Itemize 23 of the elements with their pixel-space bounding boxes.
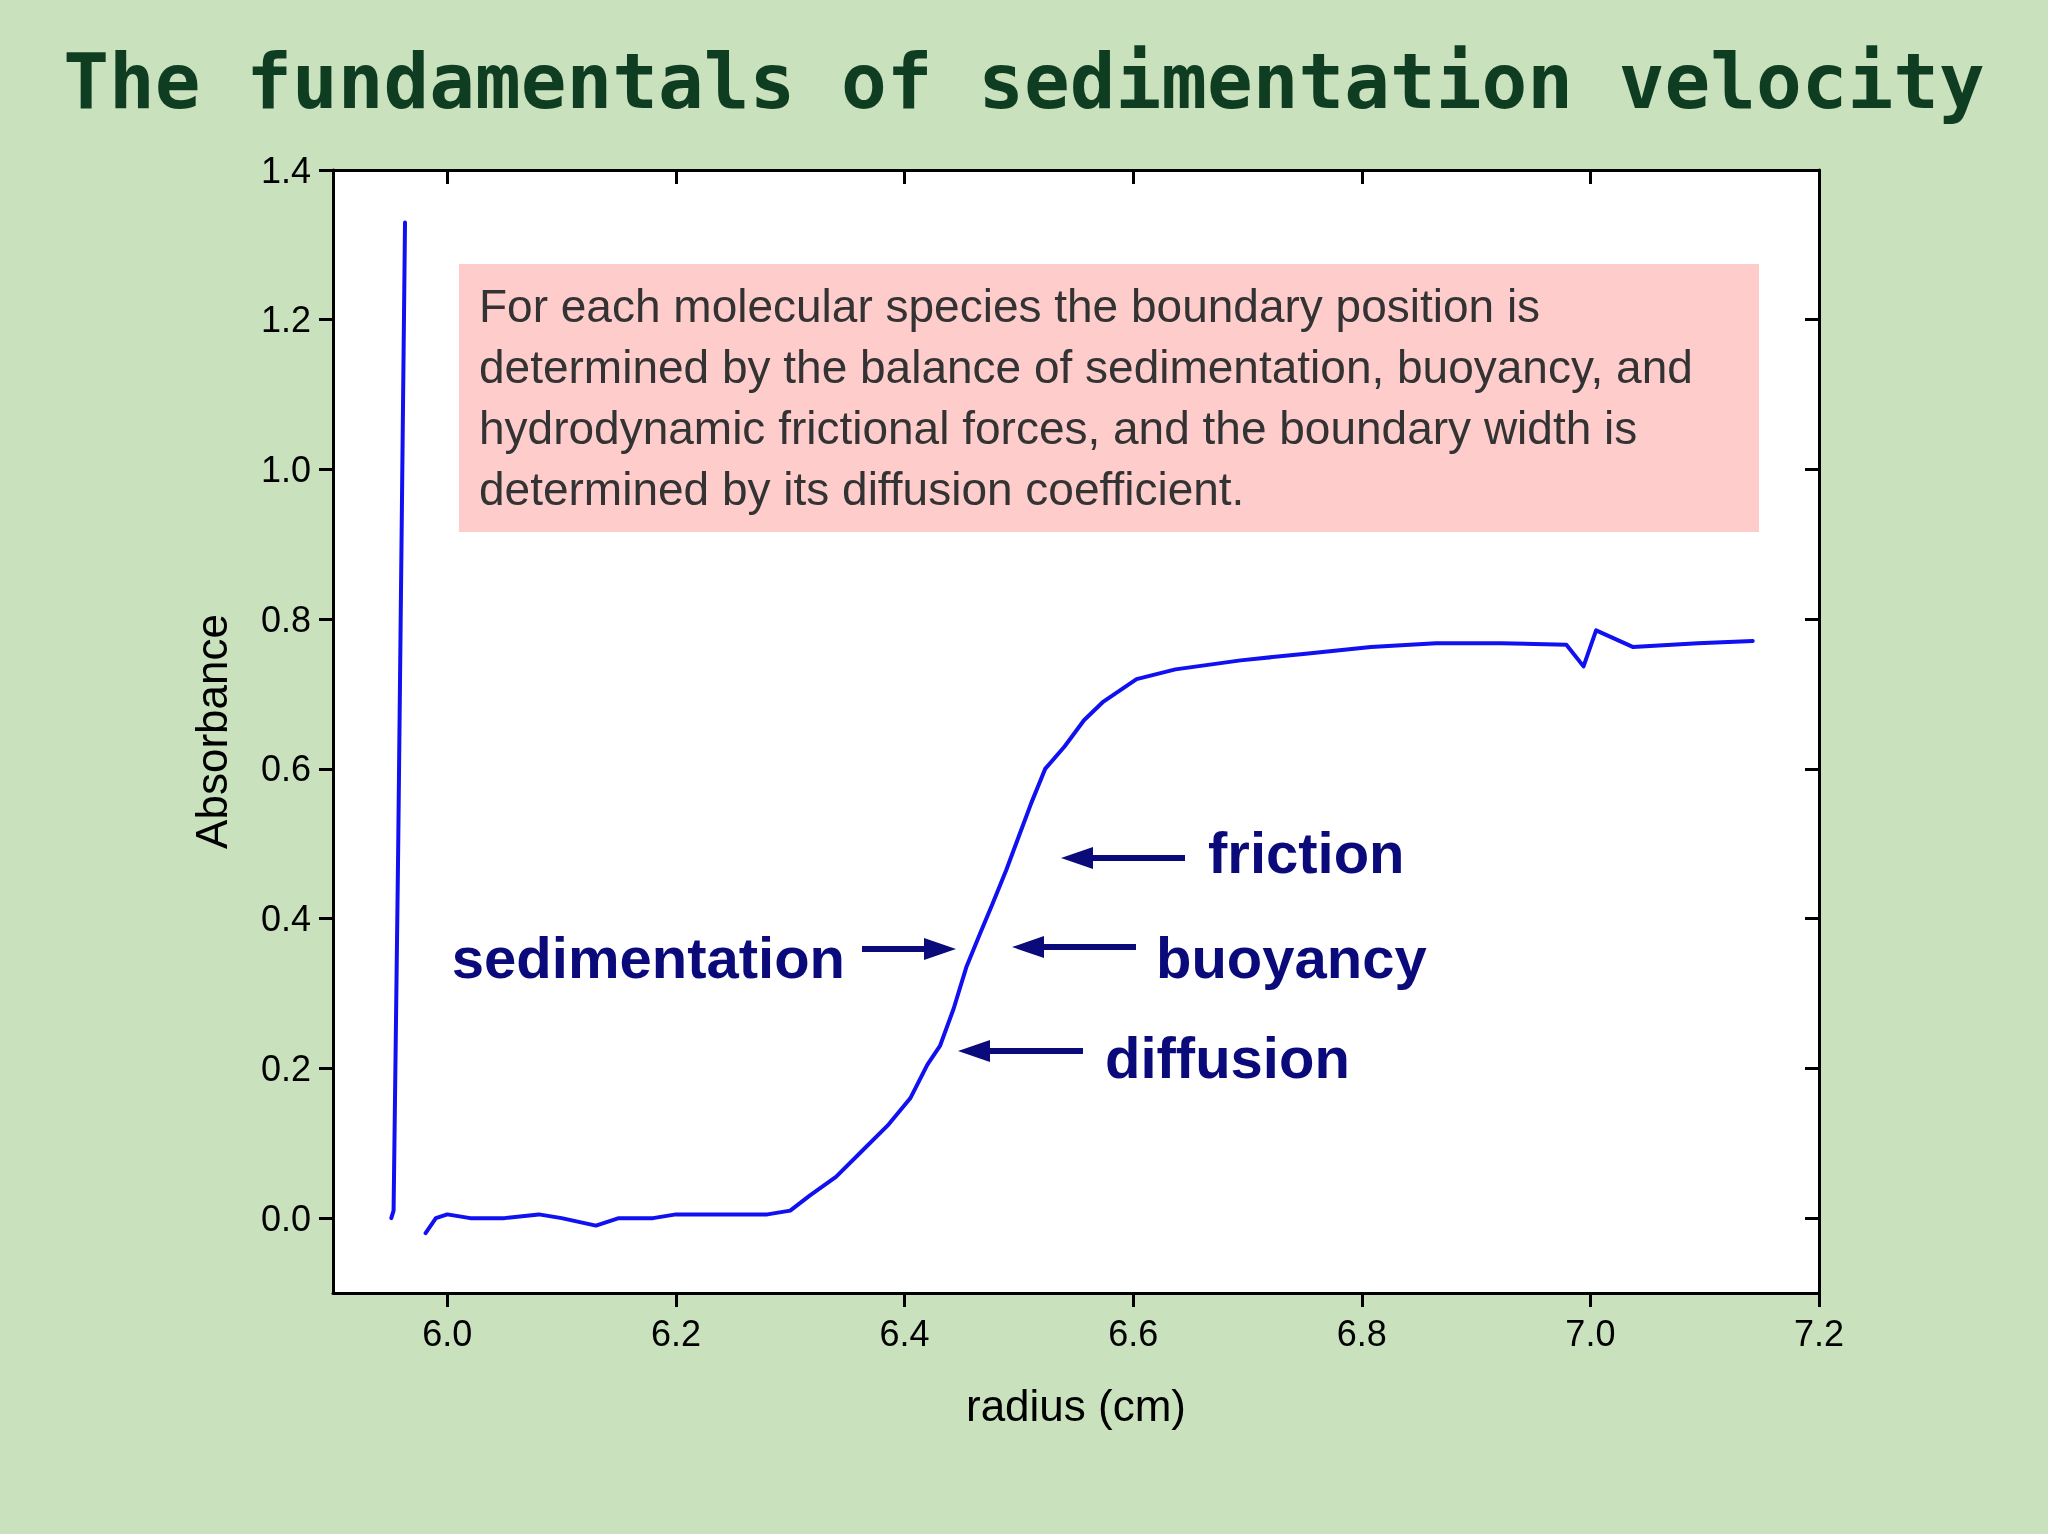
x-tick-label: 6.6: [1108, 1312, 1159, 1354]
y-tick-label: 0.8: [260, 598, 311, 640]
annotation: sedimentation: [451, 924, 845, 992]
x-tick-label: 6.0: [422, 1312, 473, 1354]
annotation: friction: [1208, 819, 1405, 887]
y-tick-label: 0.2: [260, 1047, 311, 1089]
y-tick-label: 1.4: [260, 149, 311, 191]
y-tick-label: 1.0: [260, 448, 311, 490]
y-tick-label: 0.0: [260, 1197, 311, 1239]
chart-title: The fundamentals of sedimentation velocity: [63, 36, 1985, 126]
y-axis-title: Absorbance: [186, 614, 236, 849]
x-tick-label: 7.2: [1793, 1312, 1845, 1354]
x-tick-label: 7.0: [1565, 1312, 1616, 1354]
y-tick-label: 0.4: [260, 898, 311, 940]
x-tick-label: 6.2: [650, 1312, 701, 1354]
x-tick-label: 6.4: [879, 1312, 930, 1354]
annotation: buoyancy: [1156, 924, 1427, 992]
annotation: diffusion: [1105, 1024, 1350, 1092]
y-tick-label: 0.6: [260, 748, 311, 790]
x-tick-label: 6.8: [1336, 1312, 1387, 1354]
x-axis-title: radius (cm): [965, 1380, 1187, 1430]
y-tick-label: 1.2: [260, 299, 311, 341]
annotation: For each molecular species the boundary position is determined by the balance of sedimentation, buoyancy, and hydrodynamic frictional forces, and the boundary width is determined by its diffusion coefficient.: [459, 264, 1759, 532]
